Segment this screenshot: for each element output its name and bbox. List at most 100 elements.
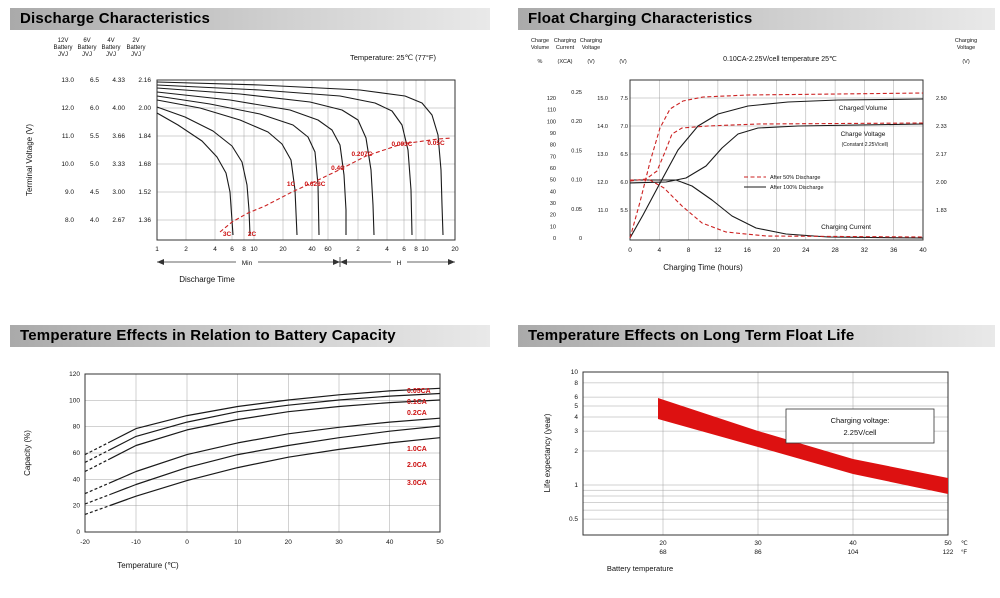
chart-label: 0.20 — [571, 119, 582, 125]
chart-label: 1 — [155, 246, 159, 253]
charging-voltage-annotation: 2.25V/cell — [844, 428, 877, 437]
curve-0.05CA-lead — [84, 441, 111, 456]
chart-label: 0.093C — [392, 141, 413, 148]
chart-label: 100 — [69, 397, 80, 404]
chart-label: -20 — [80, 539, 90, 546]
chart-label: 7.5 — [620, 96, 628, 102]
chart-label: 1C — [287, 181, 296, 188]
chart-label: 13.0 — [597, 152, 608, 158]
chart-label: 9.0 — [65, 189, 74, 196]
chart-label: 2 — [184, 246, 188, 253]
chart-label: 20 — [73, 503, 81, 510]
chart-label: 0.4C — [331, 165, 345, 172]
chart-label: 10 — [550, 224, 556, 230]
chart-label: 90 — [550, 131, 556, 137]
chart-label: 40 — [550, 189, 556, 195]
chart-label: 6.0 — [90, 105, 99, 112]
curve-1.0CA — [109, 417, 441, 484]
chart-label: 3C — [223, 231, 232, 238]
discharge-characteristics-chart: 12VBatteryJVJ6VBatteryJVJ4VBatteryJVJ2VB… — [10, 30, 490, 300]
chart-label: Charging — [554, 38, 576, 44]
curve-0.4C — [156, 91, 347, 235]
chart-label: 6.5 — [90, 77, 99, 84]
curve-1.0CA-lead — [84, 482, 111, 495]
chart-label: 5.5 — [90, 133, 99, 140]
chart-label: 20 — [451, 246, 459, 253]
chart-label: 1 — [574, 482, 578, 489]
chart-label: 2.17 — [936, 152, 947, 158]
chart-label: 1.68 — [138, 161, 151, 168]
chart-label: 13.0 — [61, 77, 74, 84]
chart-label: 60 — [73, 450, 81, 457]
charge-voltage-50pct — [629, 122, 924, 182]
chart-label: 20 — [659, 540, 667, 547]
chart-label: 4 — [213, 246, 217, 253]
y-axis-title: Terminal Voltage (V) — [25, 124, 34, 196]
chart-label: °F — [961, 550, 967, 556]
chart-label: 11.0 — [62, 133, 75, 140]
chart-label: 6.0 — [620, 180, 628, 186]
chart-label: JVJ — [82, 52, 92, 58]
curve-3.0CA-lead — [84, 504, 111, 515]
chart-label: 0.2CA — [407, 410, 427, 417]
chart-label: % — [538, 59, 543, 65]
x-axis-title: Discharge Time — [179, 275, 235, 284]
x-axis-title: Temperature (℃) — [117, 561, 179, 570]
chart-label: 2 — [356, 246, 360, 253]
chart-label: 3 — [574, 428, 578, 435]
section-title-temperature-capacity: Temperature Effects in Relation to Batte… — [10, 325, 490, 347]
chart-label: 24 — [802, 247, 810, 254]
plot-frame — [582, 371, 949, 536]
plot-frame — [629, 79, 924, 241]
chart-label: 10 — [421, 246, 429, 253]
chart-label: Charging — [955, 38, 977, 44]
legend-label: After 50% Discharge — [770, 175, 820, 181]
chart-label: 16 — [744, 247, 752, 254]
chart-label: 6 — [402, 246, 406, 253]
chart-label: 2.67 — [112, 217, 125, 224]
chart-label: Voltage — [957, 45, 975, 51]
chart-label: 0 — [76, 529, 80, 536]
chart-label: 0.628C — [305, 181, 326, 188]
chart-label: 4V — [107, 38, 114, 44]
chart-label: 4 — [385, 246, 389, 253]
chart-label: Current — [556, 45, 575, 51]
chart-label: 0 — [185, 539, 189, 546]
chart-label: 60 — [324, 246, 332, 253]
chart-label: 1.83 — [936, 208, 947, 214]
curve-0.093C — [156, 84, 413, 236]
curve-0.2CA-lead — [84, 458, 111, 473]
curve-0.207C — [156, 87, 375, 236]
chart-label: 70 — [550, 154, 556, 160]
curve-0.1CA-lead — [84, 449, 111, 463]
chart-label: 2.00 — [138, 105, 151, 112]
chart-label: 10 — [571, 369, 579, 376]
chart-label: 2V — [132, 38, 139, 44]
condition-annotation: 0.10CA-2.25V/cell temperature 25℃ — [723, 56, 837, 63]
chart-label: 3.0CA — [407, 480, 427, 487]
chart-label: 0.15 — [571, 148, 582, 154]
chart-label: 0.25 — [571, 90, 582, 96]
chart-label: 8 — [242, 246, 246, 253]
chart-label: 120 — [547, 96, 556, 102]
chart-label: 20 — [285, 539, 293, 546]
chart-label: 0 — [579, 236, 582, 242]
charging-voltage-box — [785, 408, 935, 444]
chart-label: 6V — [83, 38, 90, 44]
plot-frame — [84, 373, 441, 533]
chart-label: 10 — [234, 539, 242, 546]
panel-temperature-capacity: Temperature Effects in Relation to Batte… — [10, 325, 490, 592]
chart-label: 2 — [574, 448, 578, 455]
chart-label: 1.84 — [138, 133, 151, 140]
chart-label: 2C — [248, 231, 257, 238]
chart-label: 4.00 — [112, 105, 125, 112]
chart-label: 0.5 — [569, 516, 578, 523]
section-title-float-charging: Float Charging Characteristics — [518, 8, 995, 30]
chart-label: 50 — [550, 178, 556, 184]
chart-label: 0 — [553, 236, 556, 242]
panel-float-life: Temperature Effects on Long Term Float L… — [518, 325, 995, 592]
chart-label: 2.00 — [936, 180, 947, 186]
chart-label: 8.0 — [65, 217, 74, 224]
chart-label: 2.0CA — [407, 462, 427, 469]
